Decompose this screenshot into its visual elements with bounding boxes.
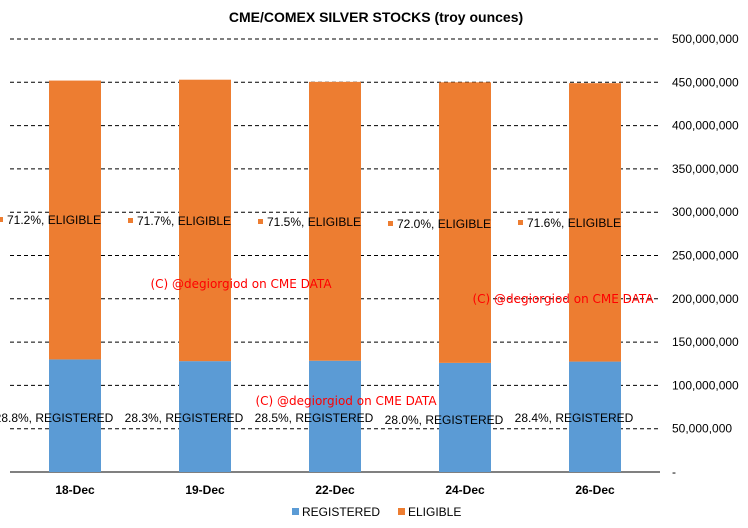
data-labels: 28.8%, REGISTERED 28.3%, REGISTERED 28.5%,… [0,213,634,427]
bars [49,79,621,472]
y-tick-label: 450,000,000 [672,75,739,89]
legend-swatch [398,508,405,515]
bar-registered-24-dec [439,362,491,472]
legend-label: REGISTERED [302,505,380,519]
y-tick-label: 200,000,000 [672,292,739,306]
data-label-marker [388,221,393,226]
bar-eligible-24-dec [439,82,491,363]
data-label-marker [128,218,133,223]
data-label-registered: 28.4%, REGISTERED [515,411,634,425]
x-tick-label: 26-Dec [575,483,615,497]
x-tick-label: 19-Dec [185,483,225,497]
y-tick-label: 250,000,000 [672,249,739,263]
legend: REGISTERED ELIGIBLE [292,505,461,519]
data-label-eligible: 72.0%, ELIGIBLE [397,217,491,231]
watermark-text: (C) @degiorgiod on CME DATA [150,277,332,291]
bar-eligible-26-dec [569,83,621,362]
y-tick-label: 300,000,000 [672,205,739,219]
x-tick-label: 18-Dec [55,483,95,497]
bar-registered-18-dec [49,359,101,472]
data-label-registered: 28.3%, REGISTERED [125,411,244,425]
y-tick-label: 100,000,000 [672,378,739,392]
data-label-eligible: 71.2%, ELIGIBLE [7,213,101,227]
bar-registered-22-dec [309,360,361,472]
bar-eligible-19-dec [179,79,231,362]
bar-registered-19-dec [179,361,231,472]
data-label-marker [0,217,3,222]
data-label-registered: 28.5%, REGISTERED [255,411,374,425]
x-tick-label: 24-Dec [445,483,485,497]
y-tick-label: - [672,465,676,479]
x-tick-label: 22-Dec [315,483,355,497]
bar-registered-26-dec [569,361,621,472]
bar-eligible-22-dec [309,81,361,361]
watermark-text: (C) @degiorgiod on CME DATA [472,292,654,306]
watermarks: (C) @degiorgiod on CME DATA (C) @degiorgi… [150,277,654,408]
y-tick-label: 50,000,000 [672,422,732,436]
legend-label: ELIGIBLE [408,505,461,519]
data-label-eligible: 71.5%, ELIGIBLE [267,215,361,229]
x-axis-ticks: 18-Dec 19-Dec 22-Dec 24-Dec 26-Dec [55,483,615,497]
y-tick-label: 400,000,000 [672,119,739,133]
data-label-eligible: 71.7%, ELIGIBLE [137,214,231,228]
chart-title: CME/COMEX SILVER STOCKS (troy ounces) [229,9,523,25]
y-axis-ticks: - 50,000,000 100,000,000 150,000,000 200,000… [672,32,739,479]
data-label-registered: 28.0%, REGISTERED [385,413,504,427]
watermark-text: (C) @degiorgiod on CME DATA [255,394,437,408]
data-label-marker [258,219,263,224]
data-label-marker [518,220,523,225]
data-label-eligible: 71.6%, ELIGIBLE [527,216,621,230]
y-tick-label: 150,000,000 [672,335,739,349]
bar-eligible-18-dec [49,80,101,360]
y-tick-label: 350,000,000 [672,162,739,176]
y-tick-label: 500,000,000 [672,32,739,46]
legend-swatch [292,508,299,515]
data-label-registered: 28.8%, REGISTERED [0,411,114,425]
